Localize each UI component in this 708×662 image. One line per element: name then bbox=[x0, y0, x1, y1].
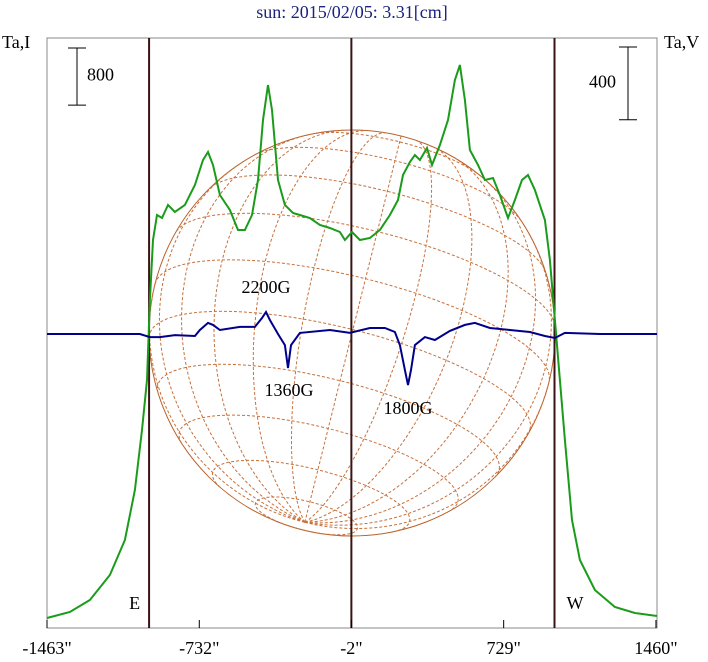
globe-grid-line bbox=[254, 496, 358, 536]
globe-grid-line bbox=[304, 176, 537, 524]
scale-bar bbox=[68, 47, 86, 106]
globe-grid-line bbox=[178, 414, 459, 511]
globe-grid-line bbox=[252, 130, 366, 523]
limb-label: W bbox=[567, 593, 584, 613]
annotation: 1360G bbox=[265, 380, 314, 400]
y2-axis-label: Ta,V bbox=[664, 32, 699, 52]
globe-grid-line bbox=[310, 131, 482, 178]
globe-grid-line bbox=[304, 381, 550, 530]
limb-label: E bbox=[129, 593, 140, 613]
y-axis-label: Ta,I bbox=[2, 32, 30, 52]
annotation: 2200G bbox=[242, 277, 291, 297]
globe-grid-line bbox=[291, 132, 386, 523]
x-tick-label: -732" bbox=[179, 638, 219, 658]
globe-grid-line bbox=[304, 140, 433, 523]
series-line bbox=[47, 309, 657, 386]
globe-grid-line bbox=[148, 310, 532, 433]
x-tick-label: -2" bbox=[340, 638, 362, 658]
scale-bar bbox=[619, 46, 637, 121]
x-tick-label: -1463" bbox=[22, 638, 71, 658]
globe-grid-line bbox=[213, 129, 343, 523]
globe-grid-line bbox=[158, 160, 305, 523]
scale-bar-label: 800 bbox=[87, 65, 114, 85]
chart-title: sun: 2015/02/05: 3.31[cm] bbox=[256, 2, 448, 22]
globe-grid-line bbox=[304, 147, 473, 523]
globe-grid-line bbox=[304, 230, 552, 526]
globe-grid-line bbox=[255, 146, 522, 221]
series-line bbox=[46, 64, 658, 619]
x-tick-label: 729" bbox=[486, 638, 520, 658]
scale-bar-label: 400 bbox=[589, 71, 616, 91]
globe-grid-line bbox=[304, 158, 509, 523]
annotation: 1800G bbox=[384, 398, 433, 418]
x-tick-label: 1460" bbox=[634, 638, 677, 658]
globe-grid-line bbox=[154, 259, 550, 383]
globe-grid-line bbox=[211, 459, 411, 532]
